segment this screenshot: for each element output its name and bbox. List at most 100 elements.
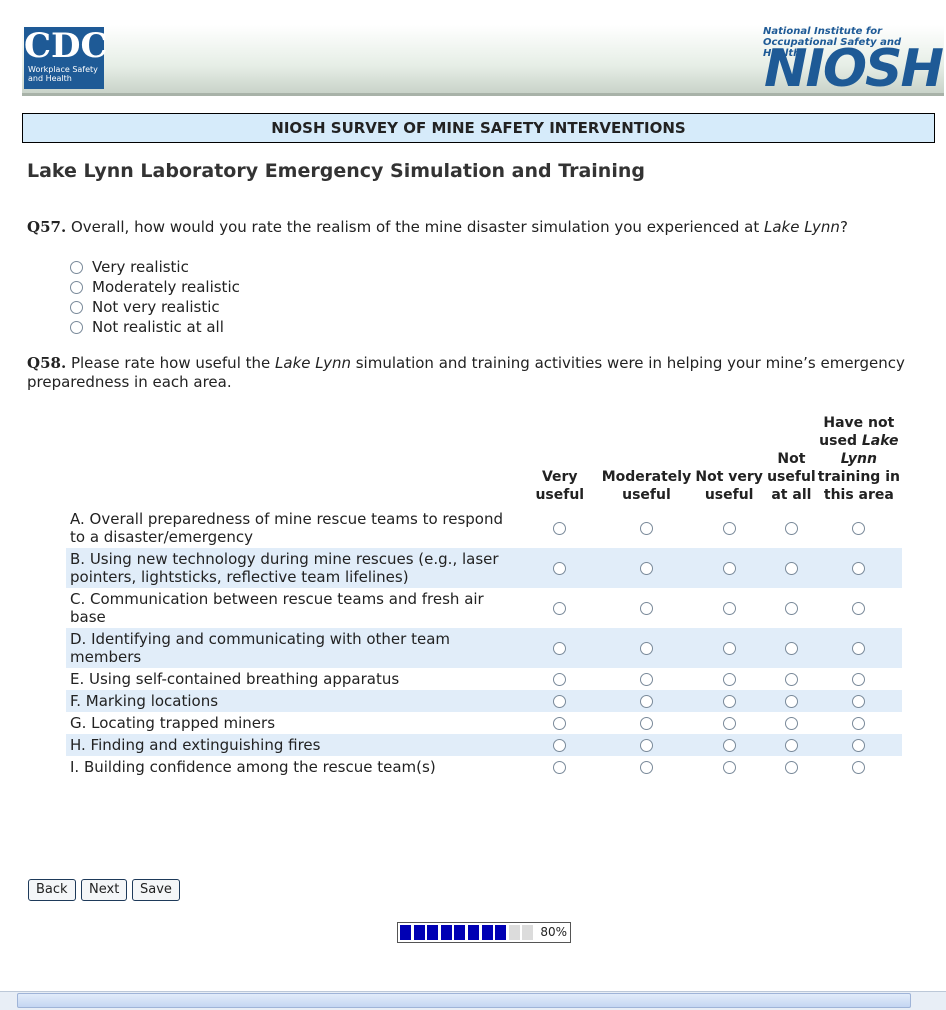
button[interactable]: Next — [81, 879, 128, 901]
radio-button[interactable] — [70, 261, 83, 274]
section-title: Lake Lynn Laboratory Emergency Simulatio… — [27, 160, 645, 182]
radio-button[interactable] — [784, 642, 798, 655]
radio-button[interactable] — [722, 562, 736, 575]
cdc-tagline: Workplace Safety and Health — [28, 65, 98, 83]
survey-banner: NIOSH SURVEY OF MINE SAFETY INTERVENTION… — [22, 113, 935, 143]
grid-cell — [767, 668, 816, 690]
grid-cell — [602, 712, 692, 734]
row-label: B. Using new technology during mine resc… — [70, 550, 499, 586]
grid-cell — [518, 628, 602, 668]
radio-button[interactable] — [70, 281, 83, 294]
row-label: D. Identifying and communicating with ot… — [70, 630, 451, 666]
cdc-logo: CDC Workplace Safety and Health — [24, 26, 108, 89]
radio-button[interactable] — [722, 717, 736, 730]
radio-button[interactable] — [784, 522, 798, 535]
radio-button[interactable] — [639, 562, 653, 575]
radio-button[interactable] — [722, 761, 736, 774]
progress-fill — [468, 925, 479, 940]
button[interactable]: Save — [132, 879, 180, 901]
cdc-logo-text: CDC — [24, 26, 108, 66]
question-emphasis: Lake Lynn — [275, 354, 351, 372]
column-header: Not useful at all — [767, 414, 816, 508]
grid-cell — [602, 668, 692, 690]
niosh-logo: National Institute for Occupational Safe… — [689, 25, 944, 95]
radio-button[interactable] — [553, 761, 567, 774]
radio-button[interactable] — [70, 321, 83, 334]
grid-cell — [602, 508, 692, 548]
radio-button[interactable] — [852, 761, 866, 774]
option-label: Not realistic at all — [92, 318, 224, 336]
grid-row: D. Identifying and communicating with ot… — [66, 628, 902, 668]
grid-cell — [518, 668, 602, 690]
radio-button[interactable] — [722, 602, 736, 615]
radio-button[interactable] — [639, 739, 653, 752]
radio-button[interactable] — [553, 673, 567, 686]
option-label: Very realistic — [92, 258, 189, 276]
radio-button[interactable] — [784, 717, 798, 730]
radio-button[interactable] — [852, 522, 866, 535]
radio-button[interactable] — [722, 642, 736, 655]
radio-button[interactable] — [553, 562, 567, 575]
radio-button[interactable] — [722, 739, 736, 752]
radio-button[interactable] — [852, 717, 866, 730]
question-number: Q57. — [27, 218, 67, 236]
radio-button[interactable] — [784, 695, 798, 708]
radio-button[interactable] — [639, 717, 653, 730]
radio-button[interactable] — [553, 717, 567, 730]
option: Moderately realistic — [70, 277, 240, 297]
progress-fill — [454, 925, 466, 940]
radio-button[interactable] — [722, 673, 736, 686]
radio-button[interactable] — [784, 602, 798, 615]
radio-button[interactable] — [852, 602, 866, 615]
grid-cell — [518, 508, 602, 548]
radio-button[interactable] — [639, 673, 653, 686]
header: CDC Workplace Safety and Health National… — [22, 25, 944, 96]
radio-button[interactable] — [553, 602, 567, 615]
radio-button[interactable] — [639, 695, 653, 708]
radio-button[interactable] — [70, 301, 83, 314]
grid-row: H. Finding and extinguishing fires — [66, 734, 902, 756]
radio-button[interactable] — [852, 673, 866, 686]
grid-cell — [691, 548, 767, 588]
progress-bar: 80% — [397, 922, 571, 943]
grid-row: G. Locating trapped miners — [66, 712, 902, 734]
grid-row: E. Using self-contained breathing appara… — [66, 668, 902, 690]
progress-fill — [427, 925, 439, 940]
radio-button[interactable] — [722, 522, 736, 535]
radio-button[interactable] — [639, 642, 653, 655]
radio-button[interactable] — [784, 739, 798, 752]
radio-button[interactable] — [639, 522, 653, 535]
grid-cell — [816, 712, 902, 734]
column-header-text: Moderately useful — [601, 469, 692, 503]
radio-button[interactable] — [852, 642, 866, 655]
radio-button[interactable] — [852, 739, 866, 752]
grid-cell — [816, 548, 902, 588]
grid-cell — [602, 548, 692, 588]
progress-fill — [400, 925, 411, 940]
radio-button[interactable] — [852, 562, 866, 575]
scrollbar-thumb[interactable] — [17, 993, 911, 1008]
radio-button[interactable] — [553, 695, 567, 708]
radio-button[interactable] — [722, 695, 736, 708]
column-header-text: Very useful — [535, 469, 585, 503]
radio-button[interactable] — [852, 695, 866, 708]
row-label: G. Locating trapped miners — [70, 714, 276, 732]
column-header-text: Not useful at all — [767, 451, 816, 503]
question-text: ? — [839, 218, 848, 236]
row-label: I. Building confidence among the rescue … — [70, 758, 436, 776]
grid-cell — [518, 690, 602, 712]
radio-button[interactable] — [784, 761, 798, 774]
column-header-text: Not very useful — [695, 469, 763, 503]
grid-row: I. Building confidence among the rescue … — [66, 756, 902, 778]
question: Q57. Overall, how would you rate the rea… — [27, 218, 927, 237]
radio-button[interactable] — [639, 602, 653, 615]
radio-button[interactable] — [553, 642, 567, 655]
radio-button[interactable] — [784, 673, 798, 686]
radio-button[interactable] — [553, 522, 567, 535]
radio-button[interactable] — [639, 761, 653, 774]
progress-fill — [481, 925, 493, 940]
radio-button[interactable] — [553, 739, 567, 752]
radio-button[interactable] — [784, 562, 798, 575]
button[interactable]: Back — [28, 879, 76, 901]
grid-row: B. Using new technology during mine resc… — [66, 548, 902, 588]
